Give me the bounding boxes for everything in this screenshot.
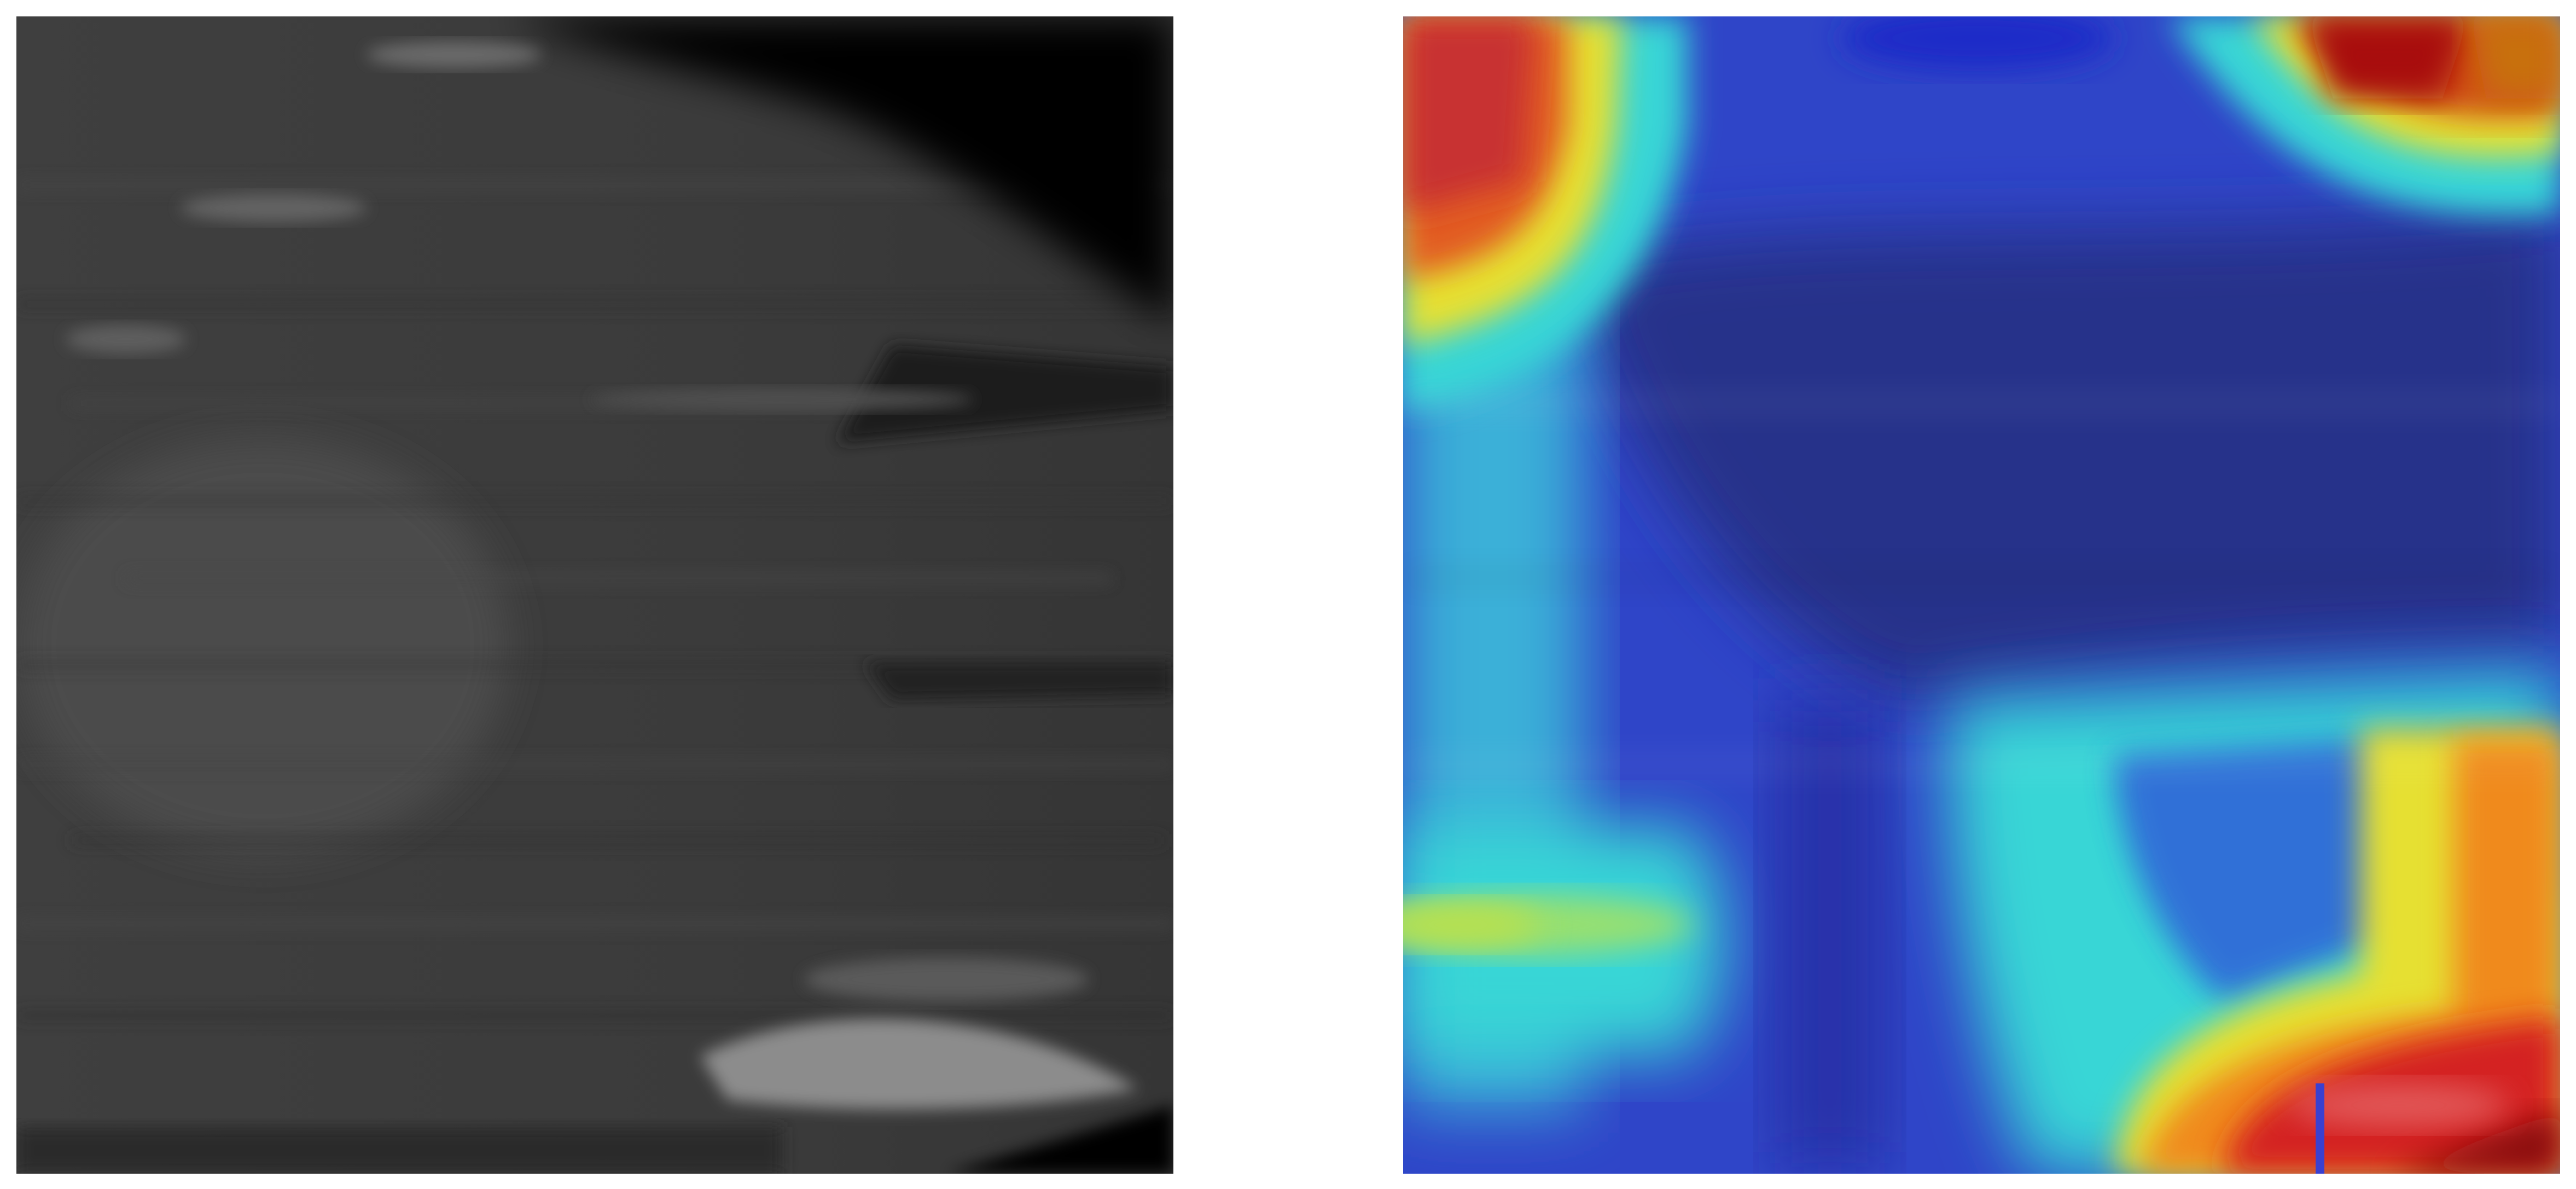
heatmap-image [1403, 16, 2560, 1174]
grayscale-image-panel [16, 16, 1173, 1174]
heatmap-overlay-panel [1403, 16, 2560, 1174]
grayscale-image [16, 16, 1173, 1174]
